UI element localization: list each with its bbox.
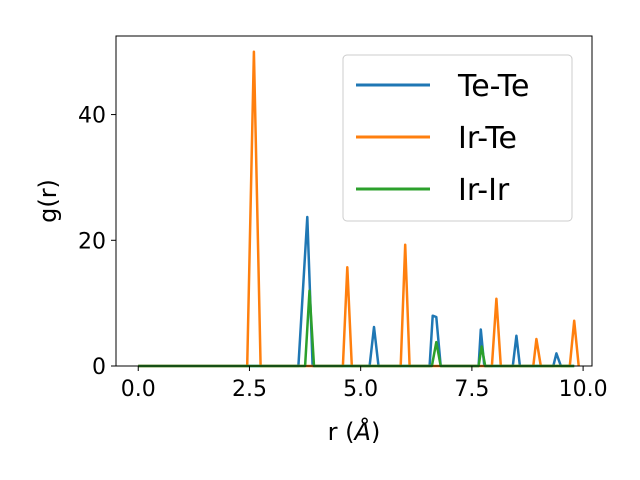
x-axis-label-main: r ( xyxy=(328,418,355,446)
x-tick-label: 5.0 xyxy=(343,377,378,402)
y-axis: 0 20 40 xyxy=(78,104,116,380)
axes-frame xyxy=(115,35,593,367)
legend-box xyxy=(342,54,573,222)
x-tick-label: 2.5 xyxy=(232,377,267,402)
x-axis-label-close: ) xyxy=(371,418,380,446)
legend-label-ir-ir: Ir-Ir xyxy=(458,173,510,208)
y-axis-label: g(r) xyxy=(34,179,62,223)
x-tick-label: 10.0 xyxy=(559,377,608,402)
series-line-ir-ir xyxy=(138,289,575,368)
y-tick-label: 0 xyxy=(92,355,106,380)
legend-label-te-te: Te-Te xyxy=(457,69,529,104)
y-tick-label: 40 xyxy=(78,104,106,129)
x-tick-label: 7.5 xyxy=(454,377,489,402)
y-tick-label: 20 xyxy=(78,229,106,254)
x-axis-label-unit: Å xyxy=(353,417,371,446)
legend: Te-Te Ir-Te Ir-Ir xyxy=(342,54,573,222)
x-axis-label: r (Å) xyxy=(328,417,381,446)
x-tick-label: 0.0 xyxy=(121,377,156,402)
legend-label-ir-te: Ir-Te xyxy=(458,121,517,156)
x-axis: 0.0 2.5 5.0 7.5 10.0 xyxy=(121,366,608,402)
